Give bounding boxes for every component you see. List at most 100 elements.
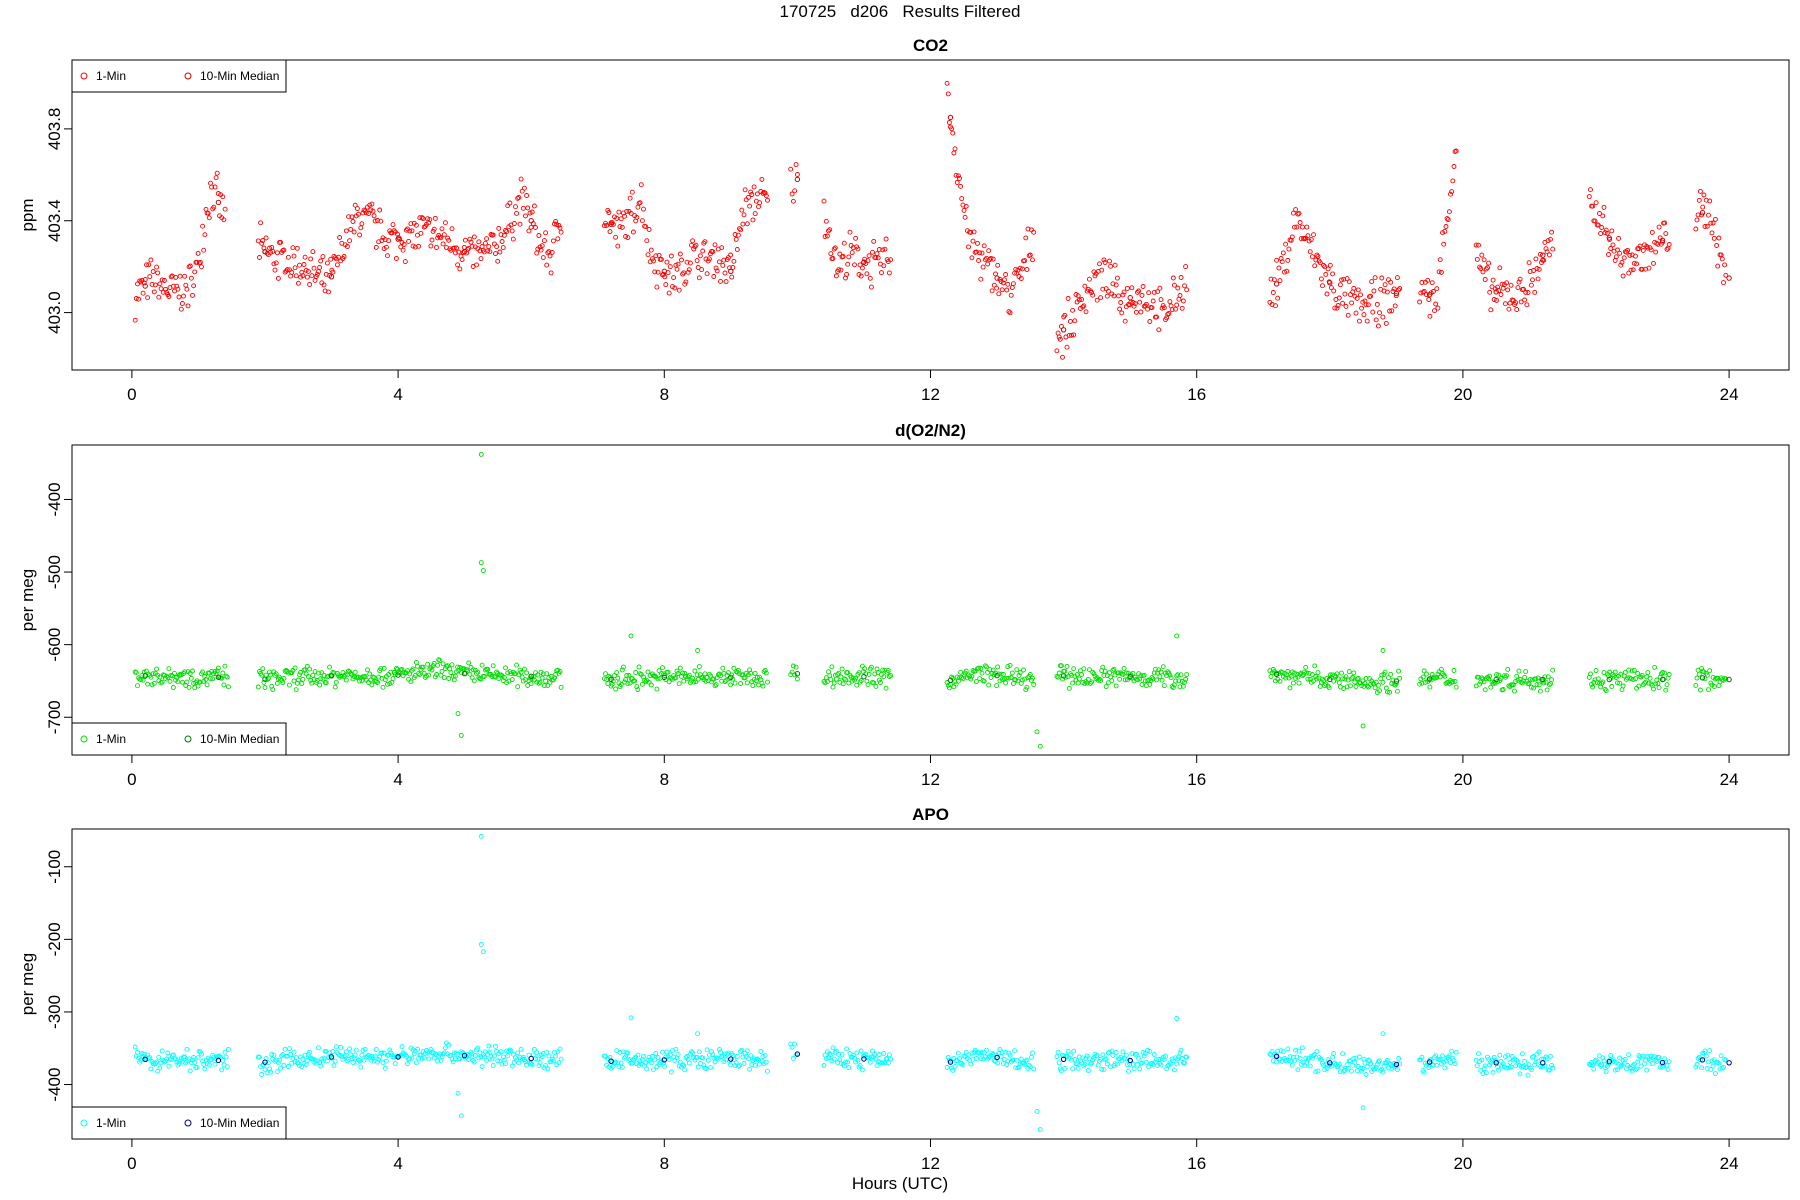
data-point-1min — [321, 1055, 327, 1061]
data-point-median — [608, 1058, 614, 1064]
data-point-1min — [1295, 674, 1301, 680]
x-tick-label: 4 — [393, 1154, 402, 1173]
data-point-1min — [1508, 282, 1514, 288]
data-point-1min — [1375, 682, 1381, 688]
data-point-1min — [1474, 1063, 1480, 1069]
data-point-1min — [440, 241, 446, 247]
data-point-1min — [664, 259, 670, 265]
data-point-1min — [666, 290, 672, 296]
data-point-1min — [826, 1055, 831, 1061]
data-point-1min — [1480, 269, 1486, 275]
data-point-1min — [877, 680, 883, 685]
data-point-1min — [1114, 1061, 1120, 1067]
data-point-median — [1493, 676, 1499, 683]
data-point-1min — [534, 250, 540, 256]
data-point-1min — [1606, 252, 1611, 257]
data-point-1min — [663, 1054, 669, 1060]
data-point-1min — [675, 1052, 681, 1058]
data-point-1min — [469, 243, 475, 249]
data-point-1min — [840, 681, 846, 687]
data-point-1min — [157, 281, 163, 287]
data-point-1min — [1488, 1060, 1494, 1065]
data-point-1min — [737, 1063, 742, 1069]
data-point-1min — [682, 1067, 688, 1073]
data-point-1min — [789, 669, 795, 675]
data-point-1min — [426, 672, 432, 678]
data-point-1min — [666, 1056, 672, 1062]
data-point-1min — [1312, 663, 1318, 669]
data-point-1min — [465, 1052, 471, 1058]
data-point-1min — [1294, 224, 1300, 230]
data-point-1min — [1089, 1060, 1095, 1066]
data-point-1min — [1715, 263, 1721, 269]
data-point-1min — [880, 1060, 886, 1066]
data-point-1min — [1140, 284, 1146, 289]
data-point-1min — [1396, 287, 1402, 293]
data-point-1min — [824, 679, 830, 685]
legend-box — [71, 59, 287, 93]
legend-label-1min: 1-Min — [96, 732, 126, 746]
data-point-1min — [1388, 279, 1394, 285]
data-point-1min — [1075, 680, 1081, 686]
data-point-1min — [700, 1055, 706, 1061]
data-point-1min — [488, 1053, 494, 1059]
data-point-1min — [1445, 217, 1451, 223]
data-point-1min — [224, 1064, 230, 1070]
data-point-1min — [294, 245, 300, 251]
data-point-1min — [148, 674, 154, 680]
data-point-1min — [500, 1054, 506, 1060]
data-point-median — [328, 1054, 335, 1060]
data-point-1min — [827, 227, 833, 233]
data-point-1min — [1165, 669, 1171, 675]
data-point-1min — [1633, 1067, 1638, 1073]
data-point-1min — [383, 244, 389, 250]
data-point-1min — [1184, 287, 1190, 293]
data-point-1min — [144, 262, 149, 268]
data-point-median — [1540, 252, 1546, 258]
data-point-1min — [1098, 1056, 1104, 1062]
data-point-1min — [225, 684, 231, 690]
data-point-median — [1327, 676, 1333, 683]
data-point-1min — [949, 126, 955, 132]
data-point-1min — [222, 1049, 228, 1055]
data-point-1min — [619, 667, 625, 673]
data-point-1min — [1506, 306, 1512, 312]
data-point-1min — [1528, 1067, 1534, 1073]
data-point-1min — [1097, 261, 1102, 267]
data-point-1min — [1090, 292, 1096, 298]
data-point-1min — [1327, 262, 1333, 268]
data-point-1min — [451, 245, 457, 251]
data-point-1min — [476, 239, 482, 245]
data-point-1min — [1549, 1062, 1555, 1068]
data-point-1min — [275, 275, 281, 281]
data-point-1min — [333, 679, 339, 685]
data-point-1min — [721, 257, 727, 263]
data-point-1min — [1023, 687, 1029, 693]
data-point-1min — [700, 248, 706, 254]
data-point-1min — [184, 679, 190, 685]
data-point-median — [1659, 237, 1666, 244]
data-point-1min — [172, 670, 177, 676]
data-point-1min — [955, 1050, 961, 1056]
data-point-1min — [449, 662, 455, 668]
x-tick-label: 24 — [1720, 385, 1739, 404]
data-point-1min — [1123, 670, 1129, 676]
data-point-1min — [1523, 289, 1529, 295]
data-point-1min — [1070, 307, 1076, 313]
data-point-1min — [635, 204, 641, 210]
data-point-1min — [556, 222, 562, 228]
data-point-1min — [1528, 684, 1534, 690]
data-point-median — [142, 1056, 148, 1063]
data-point-1min — [1438, 666, 1444, 672]
data-point-outlier — [458, 732, 464, 738]
data-point-1min — [1288, 673, 1294, 679]
x-tick-label: 0 — [127, 1154, 136, 1173]
data-point-1min — [165, 1050, 171, 1056]
data-point-1min — [1071, 666, 1077, 672]
data-point-1min — [518, 1046, 524, 1052]
data-point-1min — [1512, 688, 1517, 694]
data-point-1min — [1396, 1055, 1402, 1061]
data-point-1min — [487, 1049, 493, 1055]
data-point-1min — [506, 1048, 512, 1054]
data-point-1min — [1295, 1067, 1301, 1073]
